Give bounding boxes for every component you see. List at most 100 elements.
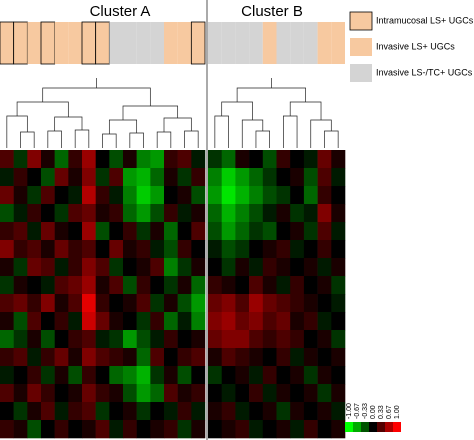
- heatmap-cell: [123, 240, 137, 259]
- cluster-title: Cluster A: [90, 3, 151, 20]
- sample-label-box: [303, 22, 318, 64]
- heatmap-cell: [208, 240, 222, 259]
- heatmap-cell: [331, 276, 346, 295]
- heatmap-cell: [41, 312, 55, 331]
- heatmap-cell: [262, 168, 277, 187]
- heatmap-cell: [150, 150, 165, 169]
- heatmap-cell: [331, 168, 346, 187]
- heatmap-cell: [303, 366, 318, 385]
- heatmap-cell: [177, 348, 192, 367]
- heatmap-cell: [317, 240, 332, 259]
- heatmap-cell: [191, 294, 206, 313]
- heatmap-cell: [177, 312, 192, 331]
- dendrogram-branch: [74, 129, 90, 148]
- heatmap-cell: [82, 384, 96, 403]
- heatmap-cell: [82, 294, 96, 313]
- heatmap-cell: [109, 240, 124, 259]
- heatmap-cell: [164, 150, 178, 169]
- heatmap-cell: [249, 168, 264, 187]
- heatmap-cell: [54, 240, 69, 259]
- heatmap-cell: [290, 366, 305, 385]
- heatmap-cell: [54, 348, 69, 367]
- heatmap-cell: [150, 366, 165, 385]
- heatmap-cell: [27, 276, 42, 295]
- heatmap-cell: [317, 312, 332, 331]
- heatmap-cell: [177, 168, 192, 187]
- heatmap-cell: [317, 366, 332, 385]
- heatmap-cell: [276, 240, 291, 259]
- heatmap-cell: [221, 420, 236, 439]
- heatmap-cell: [54, 384, 69, 403]
- heatmap-cell: [331, 222, 346, 241]
- heatmap-cell: [68, 420, 83, 439]
- heatmap-cell: [290, 276, 305, 295]
- heatmap-cell: [82, 222, 96, 241]
- sample-label-box: [27, 22, 41, 64]
- heatmap-cell: [123, 168, 137, 187]
- heatmap-cell: [235, 150, 250, 169]
- heatmap-cell: [191, 348, 206, 367]
- legend-label: Intramucosal LS+ UGCs: [376, 15, 474, 25]
- color-key-label: 0.33: [378, 405, 385, 419]
- sample-label-box: [150, 22, 164, 64]
- heatmap-cell: [0, 366, 14, 385]
- heatmap-cell: [208, 348, 222, 367]
- heatmap-cell: [0, 258, 14, 277]
- heatmap-cell: [276, 312, 291, 331]
- heatmap-cell: [262, 294, 277, 313]
- sample-label-box: [95, 21, 110, 65]
- heatmap-cell: [164, 258, 178, 277]
- heatmap-cell: [13, 366, 28, 385]
- heatmap-cell: [150, 348, 165, 367]
- heatmap-cell: [317, 186, 332, 205]
- heatmap-cell: [0, 402, 14, 421]
- heatmap-cell: [276, 168, 291, 187]
- color-key-label: -0.33: [362, 403, 369, 419]
- heatmap-cell: [290, 258, 305, 277]
- heatmap-cell: [249, 348, 264, 367]
- heatmap-cell: [331, 312, 346, 331]
- color-key-cell: [353, 422, 361, 432]
- heatmap-cell: [123, 402, 137, 421]
- sample-label-box: [290, 22, 304, 64]
- heatmap-cell: [68, 384, 83, 403]
- heatmap-cell: [164, 222, 178, 241]
- heatmap-cell: [235, 330, 250, 349]
- heatmap-cell: [95, 168, 110, 187]
- dendrogram-branch: [310, 119, 332, 148]
- heatmap-cell: [262, 204, 277, 223]
- sample-label-box: [190, 21, 206, 65]
- heatmap-cell: [249, 222, 264, 241]
- heatmap-cell: [221, 240, 236, 259]
- dendrogram-branch: [324, 130, 339, 148]
- heatmap-cell: [27, 240, 42, 259]
- heatmap-cell: [41, 402, 55, 421]
- heatmap-cell: [109, 384, 124, 403]
- heatmap-cell: [164, 168, 178, 187]
- heatmap-cell: [235, 186, 250, 205]
- heatmap-cell: [249, 384, 264, 403]
- heatmap-cell: [290, 186, 305, 205]
- heatmap-cell: [191, 222, 206, 241]
- dendrogram-branch: [184, 130, 199, 148]
- heatmap-cell: [13, 150, 28, 169]
- heatmap-cell: [164, 348, 178, 367]
- heatmap-cell: [235, 312, 250, 331]
- heatmap-cell: [54, 402, 69, 421]
- heatmap-cell: [290, 312, 305, 331]
- heatmap-cell: [95, 240, 110, 259]
- legend-label: Invasive LS-/TC+ UGCs: [376, 67, 473, 77]
- heatmap-cell: [41, 294, 55, 313]
- color-key-label: 1.00: [394, 405, 401, 419]
- heatmap-cell: [249, 294, 264, 313]
- heatmap-cell: [331, 330, 346, 349]
- heatmap-cell: [68, 168, 83, 187]
- heatmap-cell: [221, 204, 236, 223]
- heatmap-cell: [317, 330, 332, 349]
- heatmap-cell: [290, 240, 305, 259]
- heatmap-cell: [13, 312, 28, 331]
- heatmap-cell: [13, 294, 28, 313]
- heatmap-cell: [95, 258, 110, 277]
- heatmap-cell: [249, 276, 264, 295]
- heatmap-cell: [136, 222, 151, 241]
